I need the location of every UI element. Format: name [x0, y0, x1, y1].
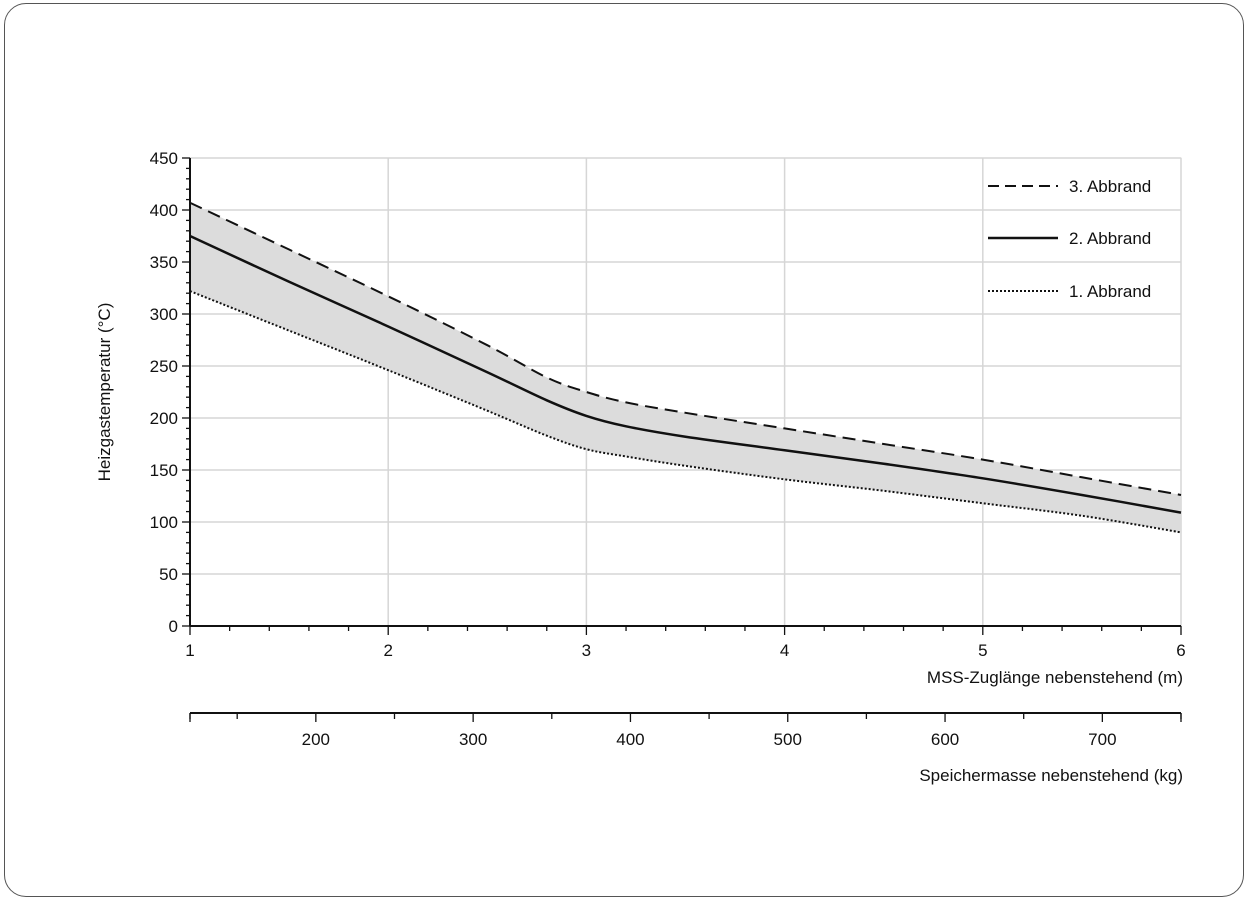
y-tick-label: 100	[150, 513, 178, 532]
x2-tick-label: 300	[459, 730, 487, 749]
x-tick-label: 3	[582, 641, 591, 660]
y-tick-label: 200	[150, 409, 178, 428]
plot-area	[190, 158, 1181, 626]
legend: 3. Abbrand 2. Abbrand 1. Abbrand	[988, 177, 1151, 301]
y-tick-label: 400	[150, 201, 178, 220]
x-tick-label: 5	[978, 641, 987, 660]
y-tick-label: 150	[150, 461, 178, 480]
x2-tick-label: 500	[774, 730, 802, 749]
x-tick-label: 6	[1176, 641, 1185, 660]
legend-label-1: 1. Abbrand	[1069, 282, 1151, 301]
y-tick-label: 300	[150, 305, 178, 324]
y-tick-label: 50	[159, 565, 178, 584]
legend-label-2: 2. Abbrand	[1069, 229, 1151, 248]
grid-lines	[190, 158, 1181, 626]
y-tick-label: 0	[169, 617, 178, 636]
y-axis-label: Heizgastemperatur (°C)	[95, 303, 114, 482]
x-tick-label: 1	[185, 641, 194, 660]
x2-tick-label: 600	[931, 730, 959, 749]
x-tick-label: 2	[383, 641, 392, 660]
x-tick-label: 4	[780, 641, 789, 660]
x2-tick-label: 700	[1088, 730, 1116, 749]
x2-tick-label: 400	[616, 730, 644, 749]
y-tick-label: 450	[150, 149, 178, 168]
temperature-band	[190, 203, 1181, 533]
x2-axis-label: Speichermasse nebenstehend (kg)	[919, 766, 1183, 785]
y-tick-label: 250	[150, 357, 178, 376]
x2-tick-label: 200	[302, 730, 330, 749]
x-axis-label: MSS-Zuglänge nebenstehend (m)	[927, 668, 1183, 687]
y-tick-label: 350	[150, 253, 178, 272]
legend-label-3: 3. Abbrand	[1069, 177, 1151, 196]
